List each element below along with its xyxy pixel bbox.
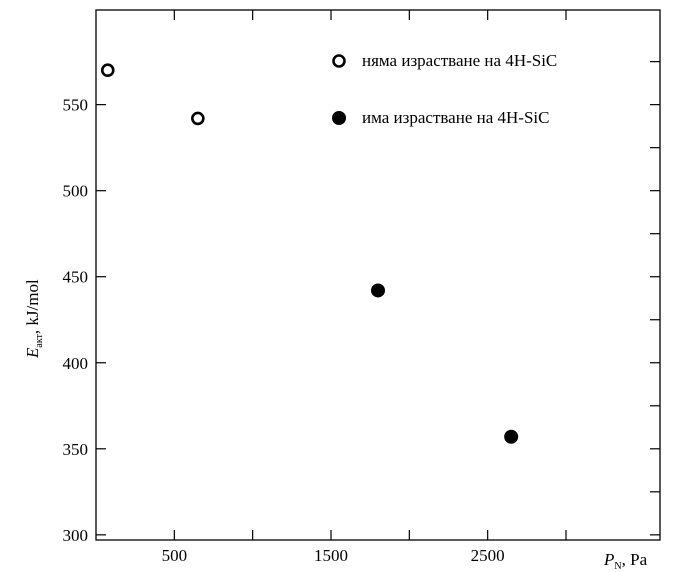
y-axis-title-unit: , kJ/mol bbox=[23, 279, 42, 334]
x-tick-label: 500 bbox=[162, 546, 188, 565]
axis-ticks: 300 350 400 450 500 550 500 1500 2500 bbox=[63, 10, 660, 565]
y-tick-label: 350 bbox=[63, 440, 89, 459]
legend-label: няма израстване на 4H-SiC bbox=[362, 51, 557, 70]
filled-data-point bbox=[504, 429, 519, 444]
data-points bbox=[100, 63, 519, 444]
filled-data-point bbox=[371, 283, 385, 298]
y-tick-label: 400 bbox=[63, 354, 89, 373]
y-axis-title-main: E bbox=[23, 347, 42, 359]
legend-open-marker bbox=[332, 54, 346, 68]
x-axis-title-main: P bbox=[603, 550, 614, 569]
legend-label: има израстване на 4H-SiC bbox=[362, 108, 549, 127]
x-tick-label: 1500 bbox=[314, 546, 348, 565]
x-axis-title-sub: N bbox=[614, 561, 621, 572]
legend: няма израстване на 4H-SiC има израстване … bbox=[332, 51, 557, 127]
x-axis-title: PN, Pa bbox=[603, 550, 648, 572]
open-data-point bbox=[100, 63, 115, 78]
y-tick-label: 500 bbox=[63, 182, 89, 201]
y-axis-title: Eакт, kJ/mol bbox=[23, 279, 45, 359]
plot-frame bbox=[95, 9, 661, 541]
y-tick-label: 300 bbox=[63, 526, 89, 545]
y-axis-title-sub: акт bbox=[34, 333, 45, 347]
legend-filled-marker bbox=[332, 111, 346, 125]
x-tick-label: 2500 bbox=[471, 546, 505, 565]
y-tick-label: 550 bbox=[63, 96, 89, 115]
y-tick-label: 450 bbox=[63, 268, 89, 287]
x-axis-title-unit: , Pa bbox=[622, 550, 648, 569]
open-data-point bbox=[191, 111, 205, 126]
